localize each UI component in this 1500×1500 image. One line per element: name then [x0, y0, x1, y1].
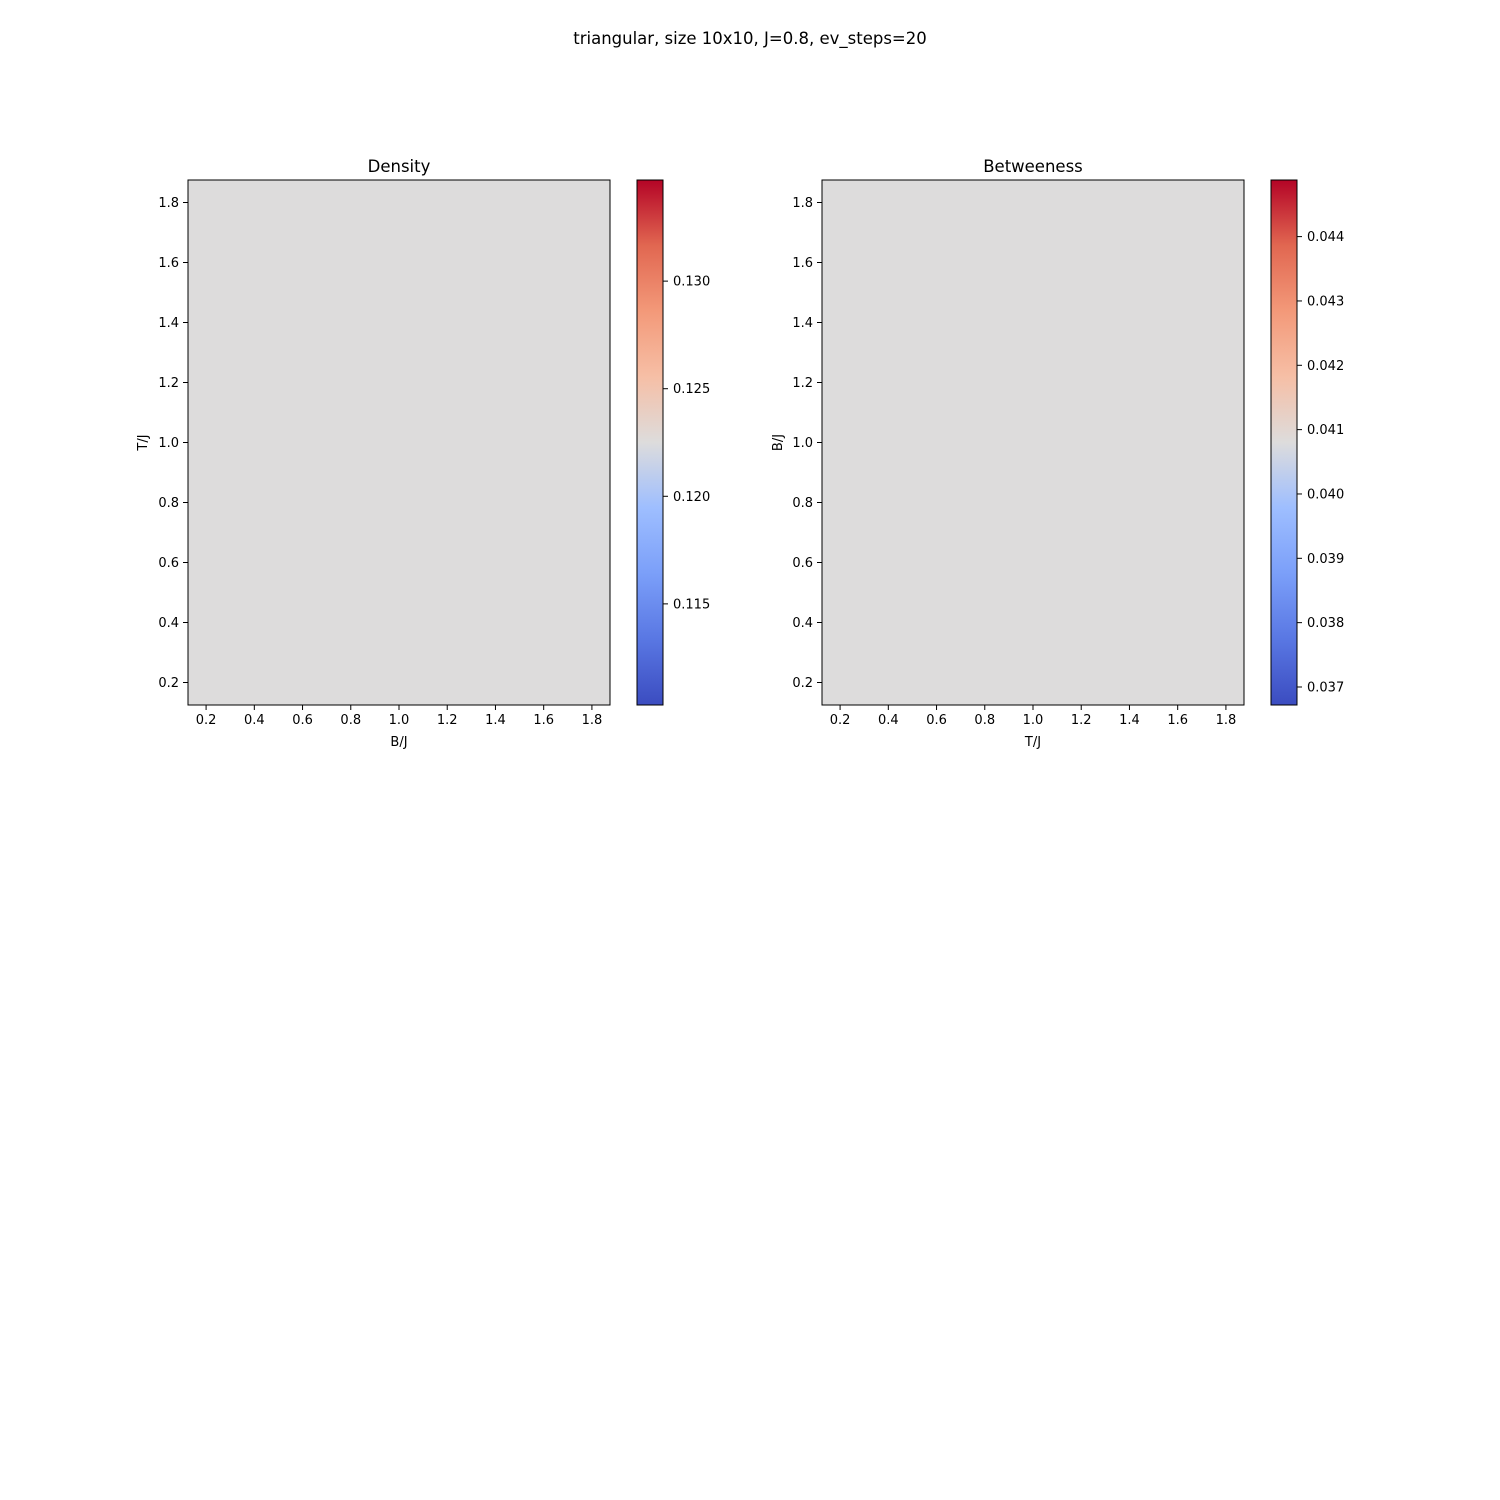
betweeness-axes-frame	[821, 179, 1245, 706]
density-heatmap-area	[188, 180, 610, 705]
density-y-tick-label: 0.2	[158, 676, 179, 691]
density-colorbar: 0.115 0.120 0.125 0.130	[636, 179, 710, 706]
betweeness-x-tick-label: 0.2	[830, 713, 851, 728]
density-x-tick-label: 1.2	[437, 713, 458, 728]
density-x-tick-label: 1.8	[582, 713, 603, 728]
density-colorbar-tick-label: 0.125	[673, 382, 710, 397]
betweeness-y-axis-label: B/J	[771, 434, 786, 451]
betweeness-colorbar-tick-label: 0.044	[1307, 230, 1344, 245]
density-y-tick-label: 0.4	[158, 616, 179, 631]
betweeness-y-tick-label: 1.2	[792, 376, 813, 391]
density-x-tick-label: 1.0	[389, 713, 410, 728]
density-y-tick-label: 0.6	[158, 556, 179, 571]
betweeness-x-tick-label: 0.8	[974, 713, 995, 728]
betweeness-y-tick-label: 1.8	[792, 196, 813, 211]
density-x-tick-label: 1.6	[533, 713, 554, 728]
betweeness-x-tick-label: 1.0	[1023, 713, 1044, 728]
betweeness-x-tick-label: 1.8	[1216, 713, 1237, 728]
density-colorbar-ticks: 0.115 0.120 0.125 0.130	[663, 275, 710, 612]
density-x-tick-label: 0.8	[340, 713, 361, 728]
betweeness-x-tick-label: 1.6	[1167, 713, 1188, 728]
density-x-tick-label: 1.4	[485, 713, 506, 728]
density-axes-frame	[187, 179, 611, 706]
density-x-ticks: 0.2 0.4 0.6 0.8 1.0 1.2 1.4 1.6 1.8	[196, 705, 603, 728]
betweeness-colorbar-tick-label: 0.038	[1307, 616, 1344, 631]
density-y-tick-label: 1.2	[158, 376, 179, 391]
betweeness-x-tick-label: 1.4	[1119, 713, 1140, 728]
betweeness-y-tick-label: 0.6	[792, 556, 813, 571]
betweeness-x-axis-label: T/J	[1024, 735, 1041, 750]
density-colorbar-tick-label: 0.130	[673, 275, 710, 290]
betweeness-colorbar-tick-label: 0.037	[1307, 680, 1344, 695]
betweeness-colorbar-tick-label: 0.042	[1307, 359, 1344, 374]
density-colorbar-frame	[636, 179, 664, 706]
betweeness-x-tick-label: 1.2	[1071, 713, 1092, 728]
betweeness-colorbar-tick-label: 0.043	[1307, 294, 1344, 309]
density-y-tick-label: 1.8	[158, 196, 179, 211]
betweeness-y-tick-label: 0.8	[792, 496, 813, 511]
betweeness-colorbar-gradient	[1271, 180, 1297, 705]
density-y-tick-label: 1.4	[158, 316, 179, 331]
betweeness-x-tick-label: 0.4	[878, 713, 899, 728]
figure-suptitle: triangular, size 10x10, J=0.8, ev_steps=…	[573, 29, 927, 49]
density-y-tick-label: 1.6	[158, 256, 179, 271]
density-x-axis-label: B/J	[390, 735, 407, 750]
density-colorbar-gradient	[637, 180, 663, 705]
betweeness-x-ticks: 0.2 0.4 0.6 0.8 1.0 1.2 1.4 1.6 1.8	[830, 705, 1237, 728]
betweeness-colorbar-frame	[1270, 179, 1298, 706]
betweeness-y-tick-label: 0.2	[792, 676, 813, 691]
betweeness-x-tick-label: 0.6	[926, 713, 947, 728]
betweeness-y-tick-label: 1.0	[792, 436, 813, 451]
density-panel: Density 0.2 0.4 0.6 0.8 1.0 1.2 1.4 1.6 1.8 0.20…	[136, 157, 710, 750]
betweeness-panel: Betweeness 0.2 0.4 0.6 0.8 1.0 1.2 1.4 1.6 1.8 0…	[771, 157, 1344, 750]
density-colorbar-tick-label: 0.115	[673, 597, 710, 612]
density-x-tick-label: 0.4	[244, 713, 265, 728]
betweeness-title: Betweeness	[983, 157, 1083, 176]
betweeness-colorbar-tick-label: 0.041	[1307, 423, 1344, 438]
betweeness-colorbar-tick-label: 0.040	[1307, 487, 1344, 502]
betweeness-y-ticks: 0.2 0.4 0.6 0.8 1.0 1.2 1.4 1.6 1.8	[792, 196, 822, 691]
density-x-tick-label: 0.2	[196, 713, 217, 728]
betweeness-heatmap-area	[822, 180, 1244, 705]
betweeness-colorbar: 0.037 0.038 0.039 0.040 0.041 0.042 0.043 0.044	[1270, 179, 1344, 706]
density-x-tick-label: 0.6	[292, 713, 313, 728]
density-y-tick-label: 1.0	[158, 436, 179, 451]
betweeness-y-tick-label: 1.4	[792, 316, 813, 331]
density-title: Density	[368, 157, 431, 176]
density-colorbar-tick-label: 0.120	[673, 490, 710, 505]
density-y-axis-label: T/J	[136, 434, 151, 451]
betweeness-colorbar-ticks: 0.037 0.038 0.039 0.040 0.041 0.042 0.043 0.044	[1297, 230, 1344, 695]
betweeness-y-tick-label: 0.4	[792, 616, 813, 631]
density-y-tick-label: 0.8	[158, 496, 179, 511]
density-y-ticks: 0.2 0.4 0.6 0.8 1.0 1.2 1.4 1.6 1.8	[158, 196, 188, 691]
betweeness-colorbar-tick-label: 0.039	[1307, 552, 1344, 567]
betweeness-y-tick-label: 1.6	[792, 256, 813, 271]
